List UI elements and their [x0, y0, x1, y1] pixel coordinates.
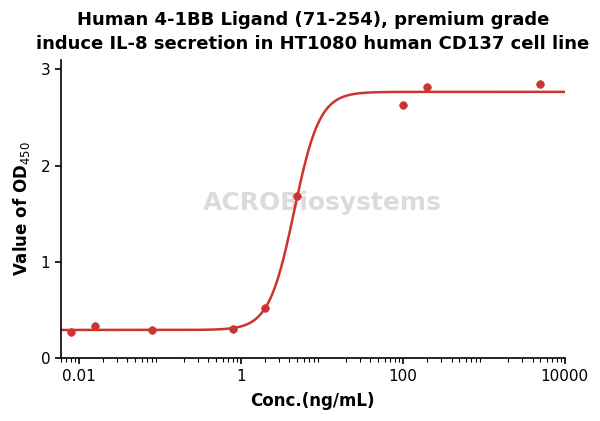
- Title: Human 4-1BB Ligand (71-254), premium grade
induce IL-8 secretion in HT1080 human: Human 4-1BB Ligand (71-254), premium gra…: [36, 11, 589, 53]
- X-axis label: Conc.(ng/mL): Conc.(ng/mL): [250, 392, 375, 410]
- Y-axis label: Value of OD$_{450}$: Value of OD$_{450}$: [11, 141, 32, 276]
- Text: ACROBiosystems: ACROBiosystems: [203, 191, 442, 215]
